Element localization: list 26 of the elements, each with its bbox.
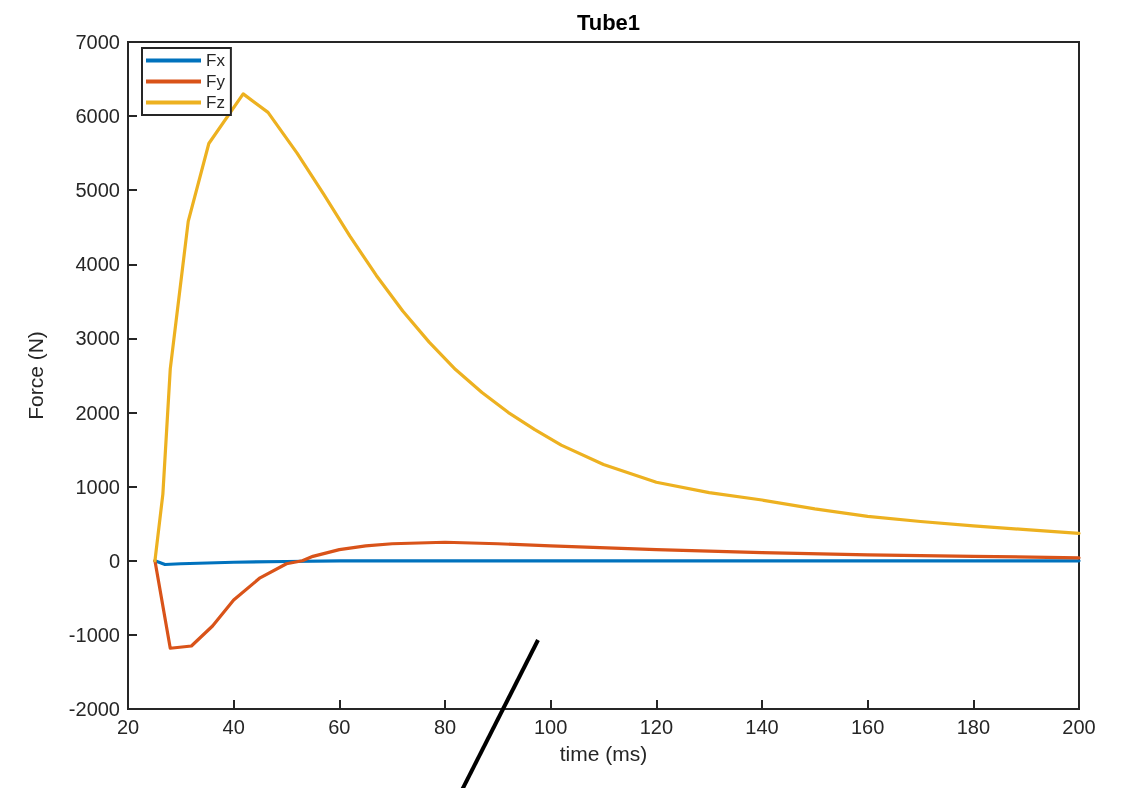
legend-label: Fz: [206, 93, 225, 112]
x-tick-label: 60: [328, 716, 351, 738]
x-tick-label: 160: [850, 716, 885, 738]
x-tick-label: 140: [745, 716, 779, 738]
line-series: [153, 540, 1081, 650]
y-tick-label: 2000: [75, 401, 120, 424]
x-tick-label: 100: [533, 716, 568, 738]
x-tick-label: 200: [1062, 716, 1096, 738]
y-tick-label: -1000: [68, 623, 120, 646]
x-tick-label: 180: [956, 716, 991, 738]
y-tick-label: 3000: [75, 327, 120, 350]
y-tick-label: 4000: [75, 253, 120, 276]
x-tick-label: 120: [639, 716, 674, 738]
y-tick-label: 6000: [75, 105, 120, 128]
x-tick-label: 80: [433, 716, 457, 738]
x-axis-title: time (ms): [559, 742, 648, 765]
legend-label: Fx: [206, 51, 226, 70]
x-tick-label: 40: [222, 716, 245, 738]
y-tick-label: 0: [108, 549, 120, 572]
y-axis-title: Force (N): [24, 331, 47, 420]
line-series: [153, 92, 1081, 563]
y-tick-label: 7000: [75, 31, 120, 53]
y-tick-label: 1000: [75, 475, 120, 498]
chart-title: Tube1: [576, 9, 641, 35]
y-tick-label: 5000: [75, 179, 120, 202]
legend-label: Fy: [206, 72, 226, 91]
